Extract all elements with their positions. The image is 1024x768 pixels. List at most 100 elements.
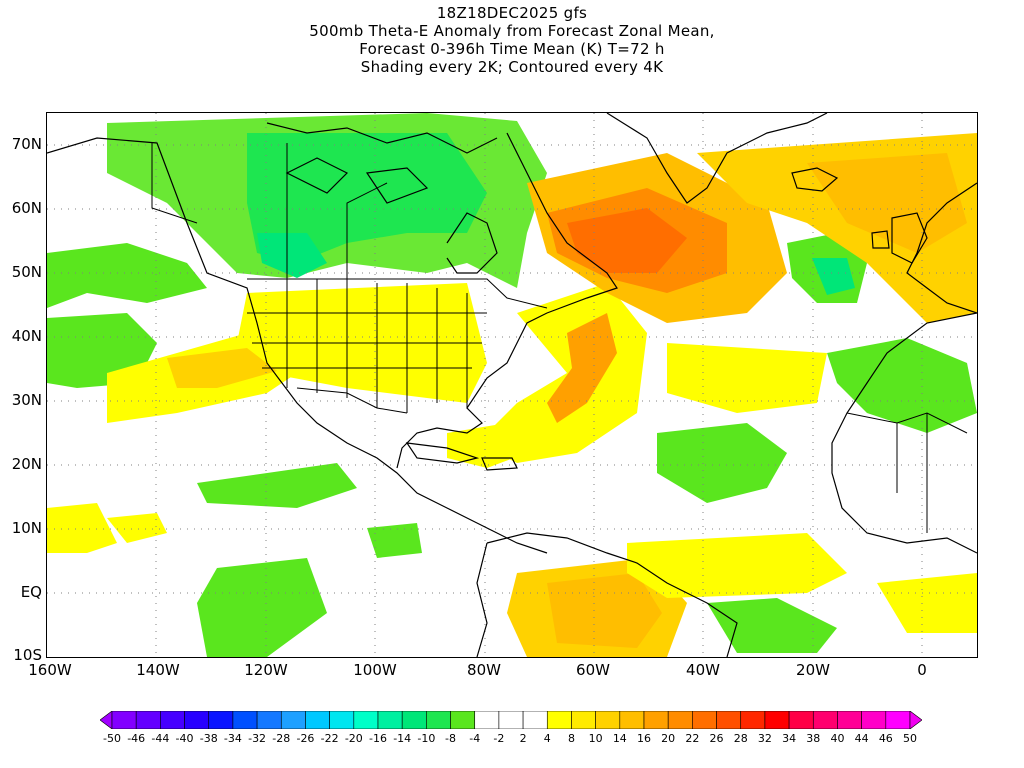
lat-label-10n: 10N [11,519,42,537]
negative-anomaly-eastpacific [197,558,327,657]
coast-hudson-bay [446,212,498,274]
canada-provinces [151,143,388,279]
lat-label-60n: 60N [11,199,42,217]
lat-label-10s: 10S [13,646,42,664]
colorbar-swatch [232,711,258,729]
colorbar-tick-label: 50 [903,732,917,745]
coast-british-isles [871,212,928,264]
colorbar-tick-label: 14 [612,732,627,745]
colorbar-swatch [667,711,693,729]
colorbar-swatch [280,711,306,729]
colorbar-swatch [764,711,790,729]
colorbar-tick-label: 4 [543,732,551,745]
map-canvas [47,113,977,657]
colorbar-tick-label: 10 [588,732,603,745]
colorbar-tick-label: 2 [519,732,527,745]
colorbar-swatch [909,711,922,729]
negative-anomaly-hudson [257,233,327,278]
positive-anomaly-labrador-max [567,208,687,273]
negative-anomaly-midatlantic [657,423,787,503]
positive-anomaly-gulf [447,423,527,468]
colorbar-swatch [256,711,282,729]
coastlines [47,113,977,657]
lat-label-20n: 20N [11,455,42,473]
colorbar-swatch [498,711,524,729]
negative-anomaly-caribbean [197,463,357,508]
colorbar-swatch [571,711,596,729]
lat-lon-grid [47,113,977,657]
us-states-grid [247,279,487,413]
colorbar-swatch [160,711,185,729]
colorbar-tick-label: 46 [878,732,893,745]
colorbar-tick-label: 34 [782,732,797,745]
lon-label-60w: 60W [576,661,610,679]
lon-label-140w: 140W [136,661,180,679]
colorbar-swatch [861,711,887,729]
title-line-1: 18Z18DEC2025 gfs [436,4,588,22]
negative-anomaly-eq-atlantic [367,523,422,558]
positive-anomaly-pacific-sw-core [167,348,277,388]
coast-arctic-islands [266,122,498,204]
colorbar-swatch [111,711,137,729]
colorbar-swatch [522,711,548,729]
colorbar-swatch [595,711,621,729]
negative-anomaly-atlantic-east-core [812,258,855,295]
coast-north-america-east [396,132,618,469]
title-line-2: 500mb Theta-E Anomaly from Forecast Zona… [309,22,715,40]
coast-africa [831,312,977,554]
anomaly-shading [47,113,977,657]
colorbar-tick-label: -40 [175,732,194,745]
coast-hispaniola [481,457,518,471]
colorbar-tick-label: 8 [567,732,575,745]
lon-label-20w: 20W [796,661,830,679]
colorbar-tick-label: -38 [199,732,218,745]
map-panel [46,112,978,658]
positive-anomaly-far-east-atlantic [877,573,977,633]
colorbar-swatch [740,711,766,729]
political-boundaries [151,143,968,533]
colorbar-tick-label: -22 [320,732,339,745]
colorbar-tick-label: -28 [272,732,291,745]
lon-label-40w: 40W [686,661,720,679]
positive-anomaly-trop-atlantic [627,533,847,598]
colorbar-swatch [619,711,645,729]
colorbar-tick-label: -20 [344,732,363,745]
colorbar-swatch [643,711,669,729]
colorbar [100,711,922,729]
colorbar-swatch [716,711,742,729]
colorbar-tick-label: -26 [296,732,315,745]
negative-anomaly-africa [827,338,977,433]
lat-label-eq: EQ [20,583,42,601]
colorbar-tick-label: 38 [806,732,821,745]
colorbar-swatch [305,711,330,729]
negative-anomaly-south-atlantic [707,598,837,653]
negative-anomaly-pacific-north [47,243,207,308]
colorbar-swatch [135,711,161,729]
colorbar-tick-label: 16 [637,732,651,745]
colorbar-swatch [474,711,500,729]
colorbar-tick-label: -50 [103,732,121,745]
us-canada-border [247,278,548,309]
colorbar-swatch [837,711,862,729]
title-line-4: Shading every 2K; Contoured every 4K [360,58,664,76]
positive-anomaly-west-pacific [47,503,117,553]
colorbar-tick-label: 40 [830,732,845,745]
colorbar-swatch [401,711,427,729]
colorbar-swatch [329,711,355,729]
lon-label-80w: 80W [467,661,501,679]
colorbar-swatch [812,711,838,729]
africa-borders [846,412,968,533]
colorbar-tick-label: -44 [151,732,170,745]
title-line-3: Forecast 0-396h Time Mean (K) T=72 h [359,40,665,58]
colorbar-tick-label: 44 [854,732,869,745]
coast-iceland [791,167,839,192]
positive-anomaly-north-atlantic-core [807,153,967,253]
colorbar-tick-label: -10 [417,732,436,745]
positive-anomaly-plume-core [547,313,617,423]
lon-label-100w: 100W [353,661,397,679]
positive-anomaly-atlantic-mid [667,343,827,413]
colorbar-tick-label: 28 [733,732,748,745]
colorbar-swatch [546,711,572,729]
coast-south-america [476,532,738,657]
coast-cuba [405,442,480,464]
